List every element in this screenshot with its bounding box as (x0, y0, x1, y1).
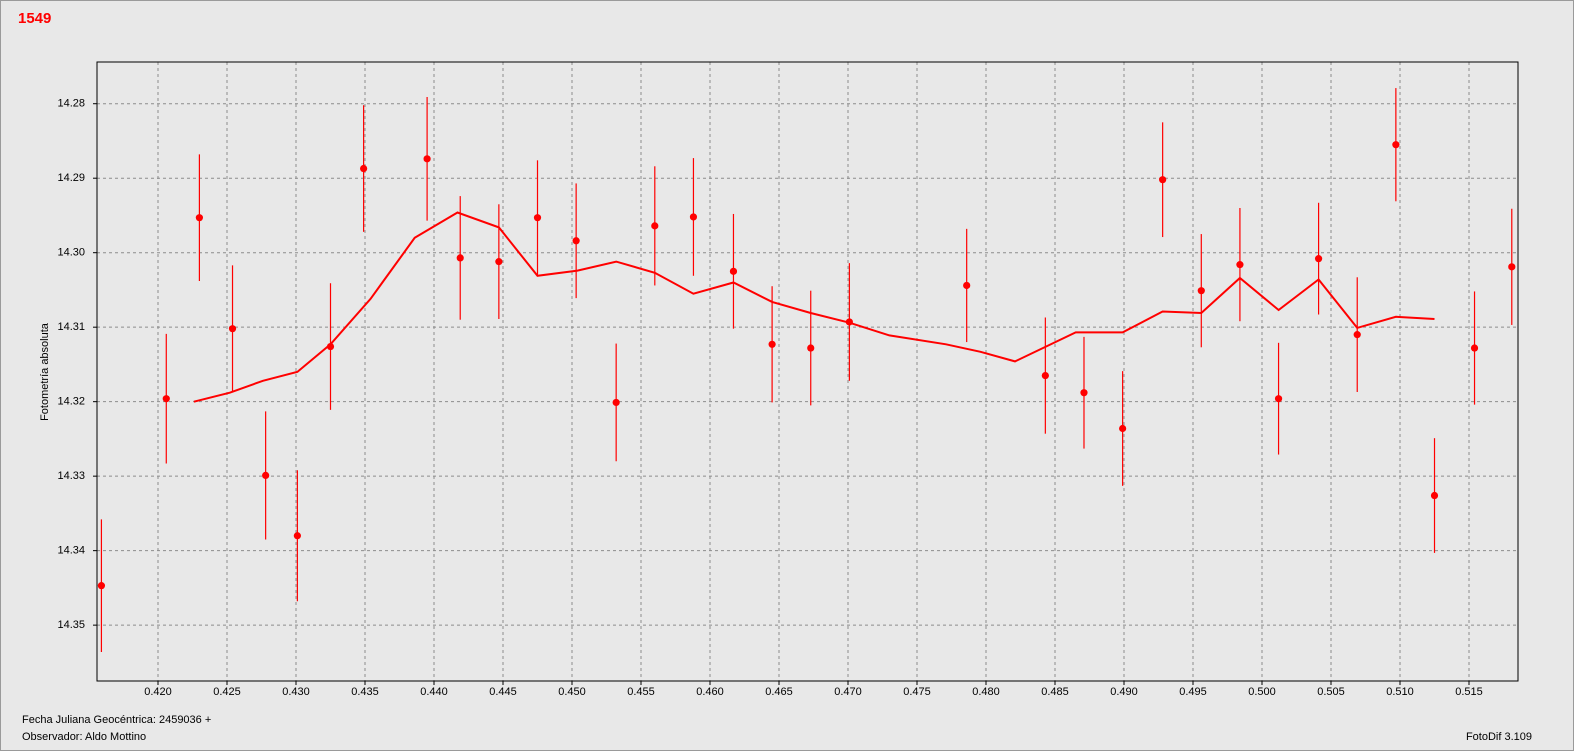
x-tick-label: 0.455 (627, 686, 655, 698)
data-point (612, 398, 620, 407)
data-point (360, 164, 368, 173)
y-tick-label: 14.34 (57, 545, 85, 557)
data-point (495, 258, 503, 266)
x-tick-label: 0.510 (1386, 686, 1414, 698)
x-tick-label: 0.465 (765, 686, 793, 698)
y-tick-label: 14.35 (57, 619, 85, 631)
data-point (162, 395, 170, 403)
data-point (1236, 261, 1244, 269)
footer-observer: Observador: Aldo Mottino (22, 731, 146, 743)
data-point (689, 213, 698, 221)
data-point (1392, 141, 1400, 149)
x-tick-label: 0.470 (834, 686, 862, 698)
data-point (807, 344, 815, 352)
data-point (195, 214, 203, 222)
plot-frame (96, 61, 1519, 682)
data-point (1041, 371, 1049, 380)
x-tick-label: 0.435 (351, 686, 379, 698)
data-point (262, 471, 270, 480)
data-point (1080, 389, 1088, 397)
data-point (651, 222, 659, 230)
data-point (423, 155, 431, 163)
chart-title: 1549 (18, 10, 51, 27)
x-tick-label: 0.425 (213, 686, 241, 698)
data-point (1274, 395, 1283, 403)
data-point (293, 532, 301, 540)
data-point (456, 254, 464, 262)
x-tick-label: 0.505 (1317, 686, 1345, 698)
x-tick-label: 0.485 (1041, 686, 1069, 698)
data-point (1508, 263, 1516, 271)
data-point (1353, 331, 1361, 339)
y-tick-label: 14.33 (57, 470, 85, 482)
data-point (228, 325, 237, 333)
data-point (1119, 424, 1127, 433)
fit-line (193, 211, 1435, 403)
data-point (1470, 344, 1479, 352)
data-point (1159, 176, 1167, 184)
x-tick-label: 0.515 (1455, 686, 1483, 698)
data-point (1197, 287, 1205, 295)
data-point (1314, 255, 1323, 263)
x-tick-label: 0.450 (558, 686, 586, 698)
y-tick-label: 14.28 (57, 98, 85, 110)
data-point (533, 214, 542, 222)
y-tick-label: 14.31 (57, 321, 85, 333)
data-point (572, 237, 580, 245)
y-tick-label: 14.32 (57, 396, 85, 408)
x-tick-label: 0.490 (1110, 686, 1138, 698)
data-point (963, 281, 971, 290)
data-point (729, 267, 738, 275)
x-tick-label: 0.495 (1179, 686, 1207, 698)
x-tick-label: 0.500 (1248, 686, 1276, 698)
y-axis-label: Fotometría absoluta (39, 322, 51, 421)
data-point (1430, 491, 1439, 500)
x-tick-label: 0.480 (972, 686, 1000, 698)
x-tick-label: 0.445 (489, 686, 517, 698)
x-tick-label: 0.430 (282, 686, 310, 698)
footer-date: Fecha Juliana Geocéntrica: 2459036 + (22, 714, 211, 726)
x-tick-label: 0.440 (420, 686, 448, 698)
x-tick-label: 0.475 (903, 686, 931, 698)
data-point (768, 340, 776, 348)
y-tick-label: 14.30 (57, 247, 85, 259)
x-tick-label: 0.460 (696, 686, 724, 698)
data-point (97, 582, 106, 590)
y-tick-label: 14.29 (57, 172, 85, 184)
x-tick-label: 0.420 (144, 686, 172, 698)
footer-version: FotoDif 3.109 (1466, 731, 1532, 743)
